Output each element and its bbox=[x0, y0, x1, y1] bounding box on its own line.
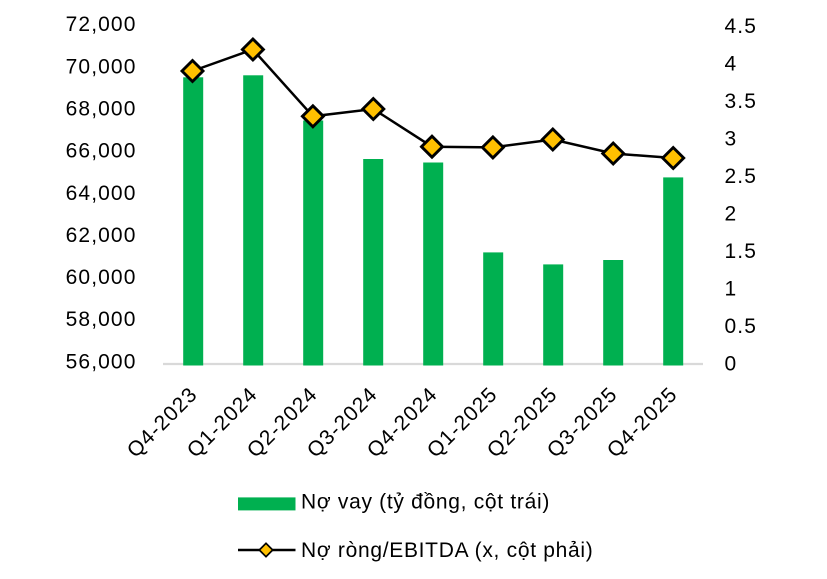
svg-text:64,000: 64,000 bbox=[66, 182, 137, 205]
svg-text:56,000: 56,000 bbox=[66, 350, 137, 373]
svg-text:72,000: 72,000 bbox=[66, 13, 137, 36]
svg-text:58,000: 58,000 bbox=[66, 308, 137, 331]
svg-text:4: 4 bbox=[725, 53, 738, 76]
svg-text:1: 1 bbox=[725, 277, 738, 300]
svg-text:3.5: 3.5 bbox=[725, 90, 758, 113]
svg-text:0.5: 0.5 bbox=[725, 315, 758, 338]
svg-text:2: 2 bbox=[725, 202, 738, 225]
svg-text:0: 0 bbox=[725, 352, 738, 375]
svg-text:1.5: 1.5 bbox=[725, 240, 758, 263]
svg-text:66,000: 66,000 bbox=[66, 140, 137, 163]
svg-text:70,000: 70,000 bbox=[66, 55, 137, 78]
svg-text:Nợ ròng/EBITDA (x, cột phải): Nợ ròng/EBITDA (x, cột phải) bbox=[301, 539, 593, 562]
svg-text:68,000: 68,000 bbox=[66, 97, 137, 120]
svg-text:Nợ vay (tỷ đồng, cột trái): Nợ vay (tỷ đồng, cột trái) bbox=[301, 490, 550, 513]
svg-text:62,000: 62,000 bbox=[66, 224, 137, 247]
svg-text:3: 3 bbox=[725, 128, 738, 151]
svg-text:60,000: 60,000 bbox=[66, 266, 137, 289]
svg-text:2.5: 2.5 bbox=[725, 165, 758, 188]
svg-text:4.5: 4.5 bbox=[725, 15, 758, 38]
